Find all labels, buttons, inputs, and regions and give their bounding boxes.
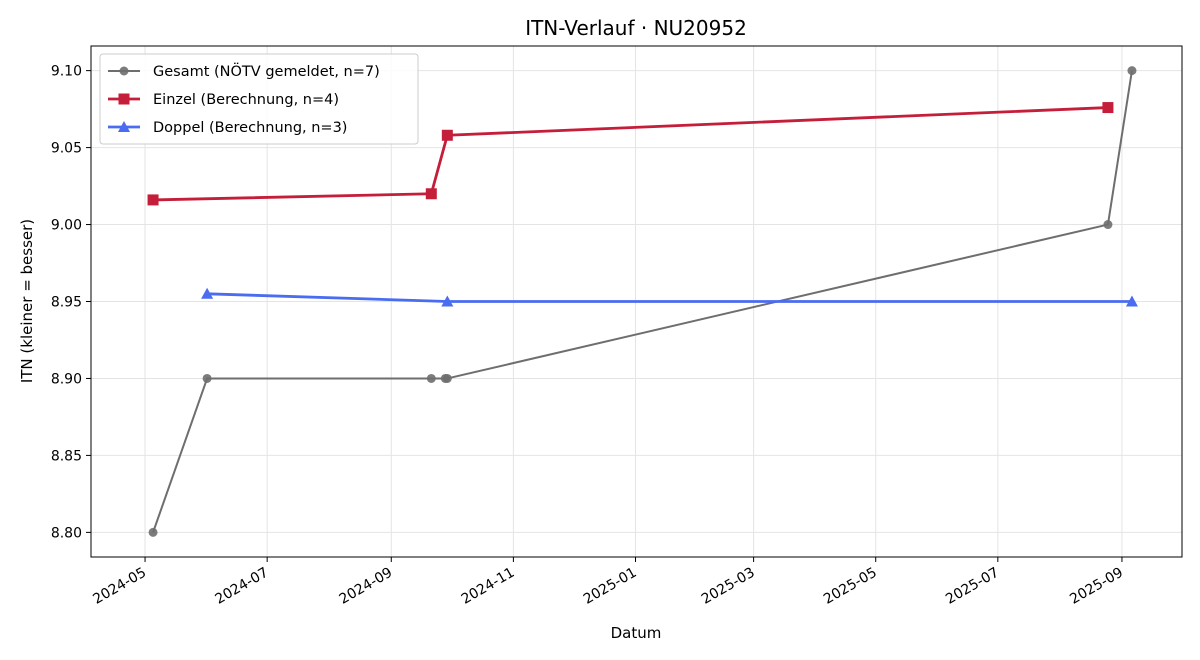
x-tick-label: 2025-05 xyxy=(821,565,880,608)
y-axis-label: ITN (kleiner = besser) xyxy=(18,219,36,383)
x-tick-label: 2024-09 xyxy=(337,565,396,608)
legend-einzel-label: Einzel (Berechnung, n=4) xyxy=(153,92,339,108)
x-tick-label: 2024-05 xyxy=(90,565,149,608)
series-gesamt-point xyxy=(442,373,452,383)
y-tick-label: 8.95 xyxy=(51,295,82,311)
series-gesamt-point xyxy=(1127,66,1137,76)
x-tick-label: 2025-01 xyxy=(581,565,640,608)
x-tick-label: 2024-11 xyxy=(459,565,518,608)
x-axis: 2024-05 2024-07 2024-09 2024-11 2025-01 2025-… xyxy=(90,557,1126,608)
x-axis-label: Datum xyxy=(611,624,662,642)
series-gesamt-point xyxy=(426,373,436,383)
y-tick-label: 8.85 xyxy=(51,448,82,464)
series-gesamt-point xyxy=(1103,220,1113,230)
series-einzel-point xyxy=(425,188,437,200)
series-doppel-point xyxy=(201,287,214,299)
series-gesamt-point xyxy=(148,527,158,537)
y-tick-label: 9.10 xyxy=(51,64,82,80)
y-tick-label: 9.00 xyxy=(51,218,82,234)
x-tick-label: 2025-03 xyxy=(699,565,758,608)
legend-gesamt-label: Gesamt (NÖTV gemeldet, n=7) xyxy=(153,62,380,80)
legend-doppel-label: Doppel (Berechnung, n=3) xyxy=(153,120,347,136)
series-einzel-point xyxy=(1102,102,1114,114)
series-einzel-point xyxy=(441,129,453,141)
y-tick-label: 8.90 xyxy=(51,371,82,387)
series-layer xyxy=(147,66,1138,537)
series-gesamt-point xyxy=(202,373,212,383)
legend-gesamt-marker xyxy=(119,66,129,76)
series-gesamt xyxy=(148,66,1137,537)
series-einzel xyxy=(147,102,1114,206)
series-doppel xyxy=(201,287,1138,307)
series-doppel-line xyxy=(207,292,1132,303)
y-tick-label: 9.05 xyxy=(51,141,82,157)
x-tick-label: 2025-07 xyxy=(943,565,1002,608)
series-einzel-point xyxy=(147,194,159,206)
legend-doppel-marker xyxy=(118,121,130,132)
x-tick-label: 2024-07 xyxy=(212,565,271,608)
chart-title: ITN-Verlauf · NU20952 xyxy=(525,16,747,40)
legend: Gesamt (NÖTV gemeldet, n=7) Einzel (Berec… xyxy=(99,53,419,145)
series-doppel-point xyxy=(1125,295,1138,307)
series-doppel-point xyxy=(441,295,454,307)
x-tick-label: 2025-09 xyxy=(1067,565,1126,608)
y-axis: 8.80 8.85 8.90 8.95 9.00 9.05 9.10 xyxy=(51,64,91,541)
legend-frame xyxy=(99,53,419,145)
legend-einzel-marker xyxy=(118,93,130,105)
y-tick-label: 8.80 xyxy=(51,525,82,541)
series-einzel-line xyxy=(153,106,1108,202)
